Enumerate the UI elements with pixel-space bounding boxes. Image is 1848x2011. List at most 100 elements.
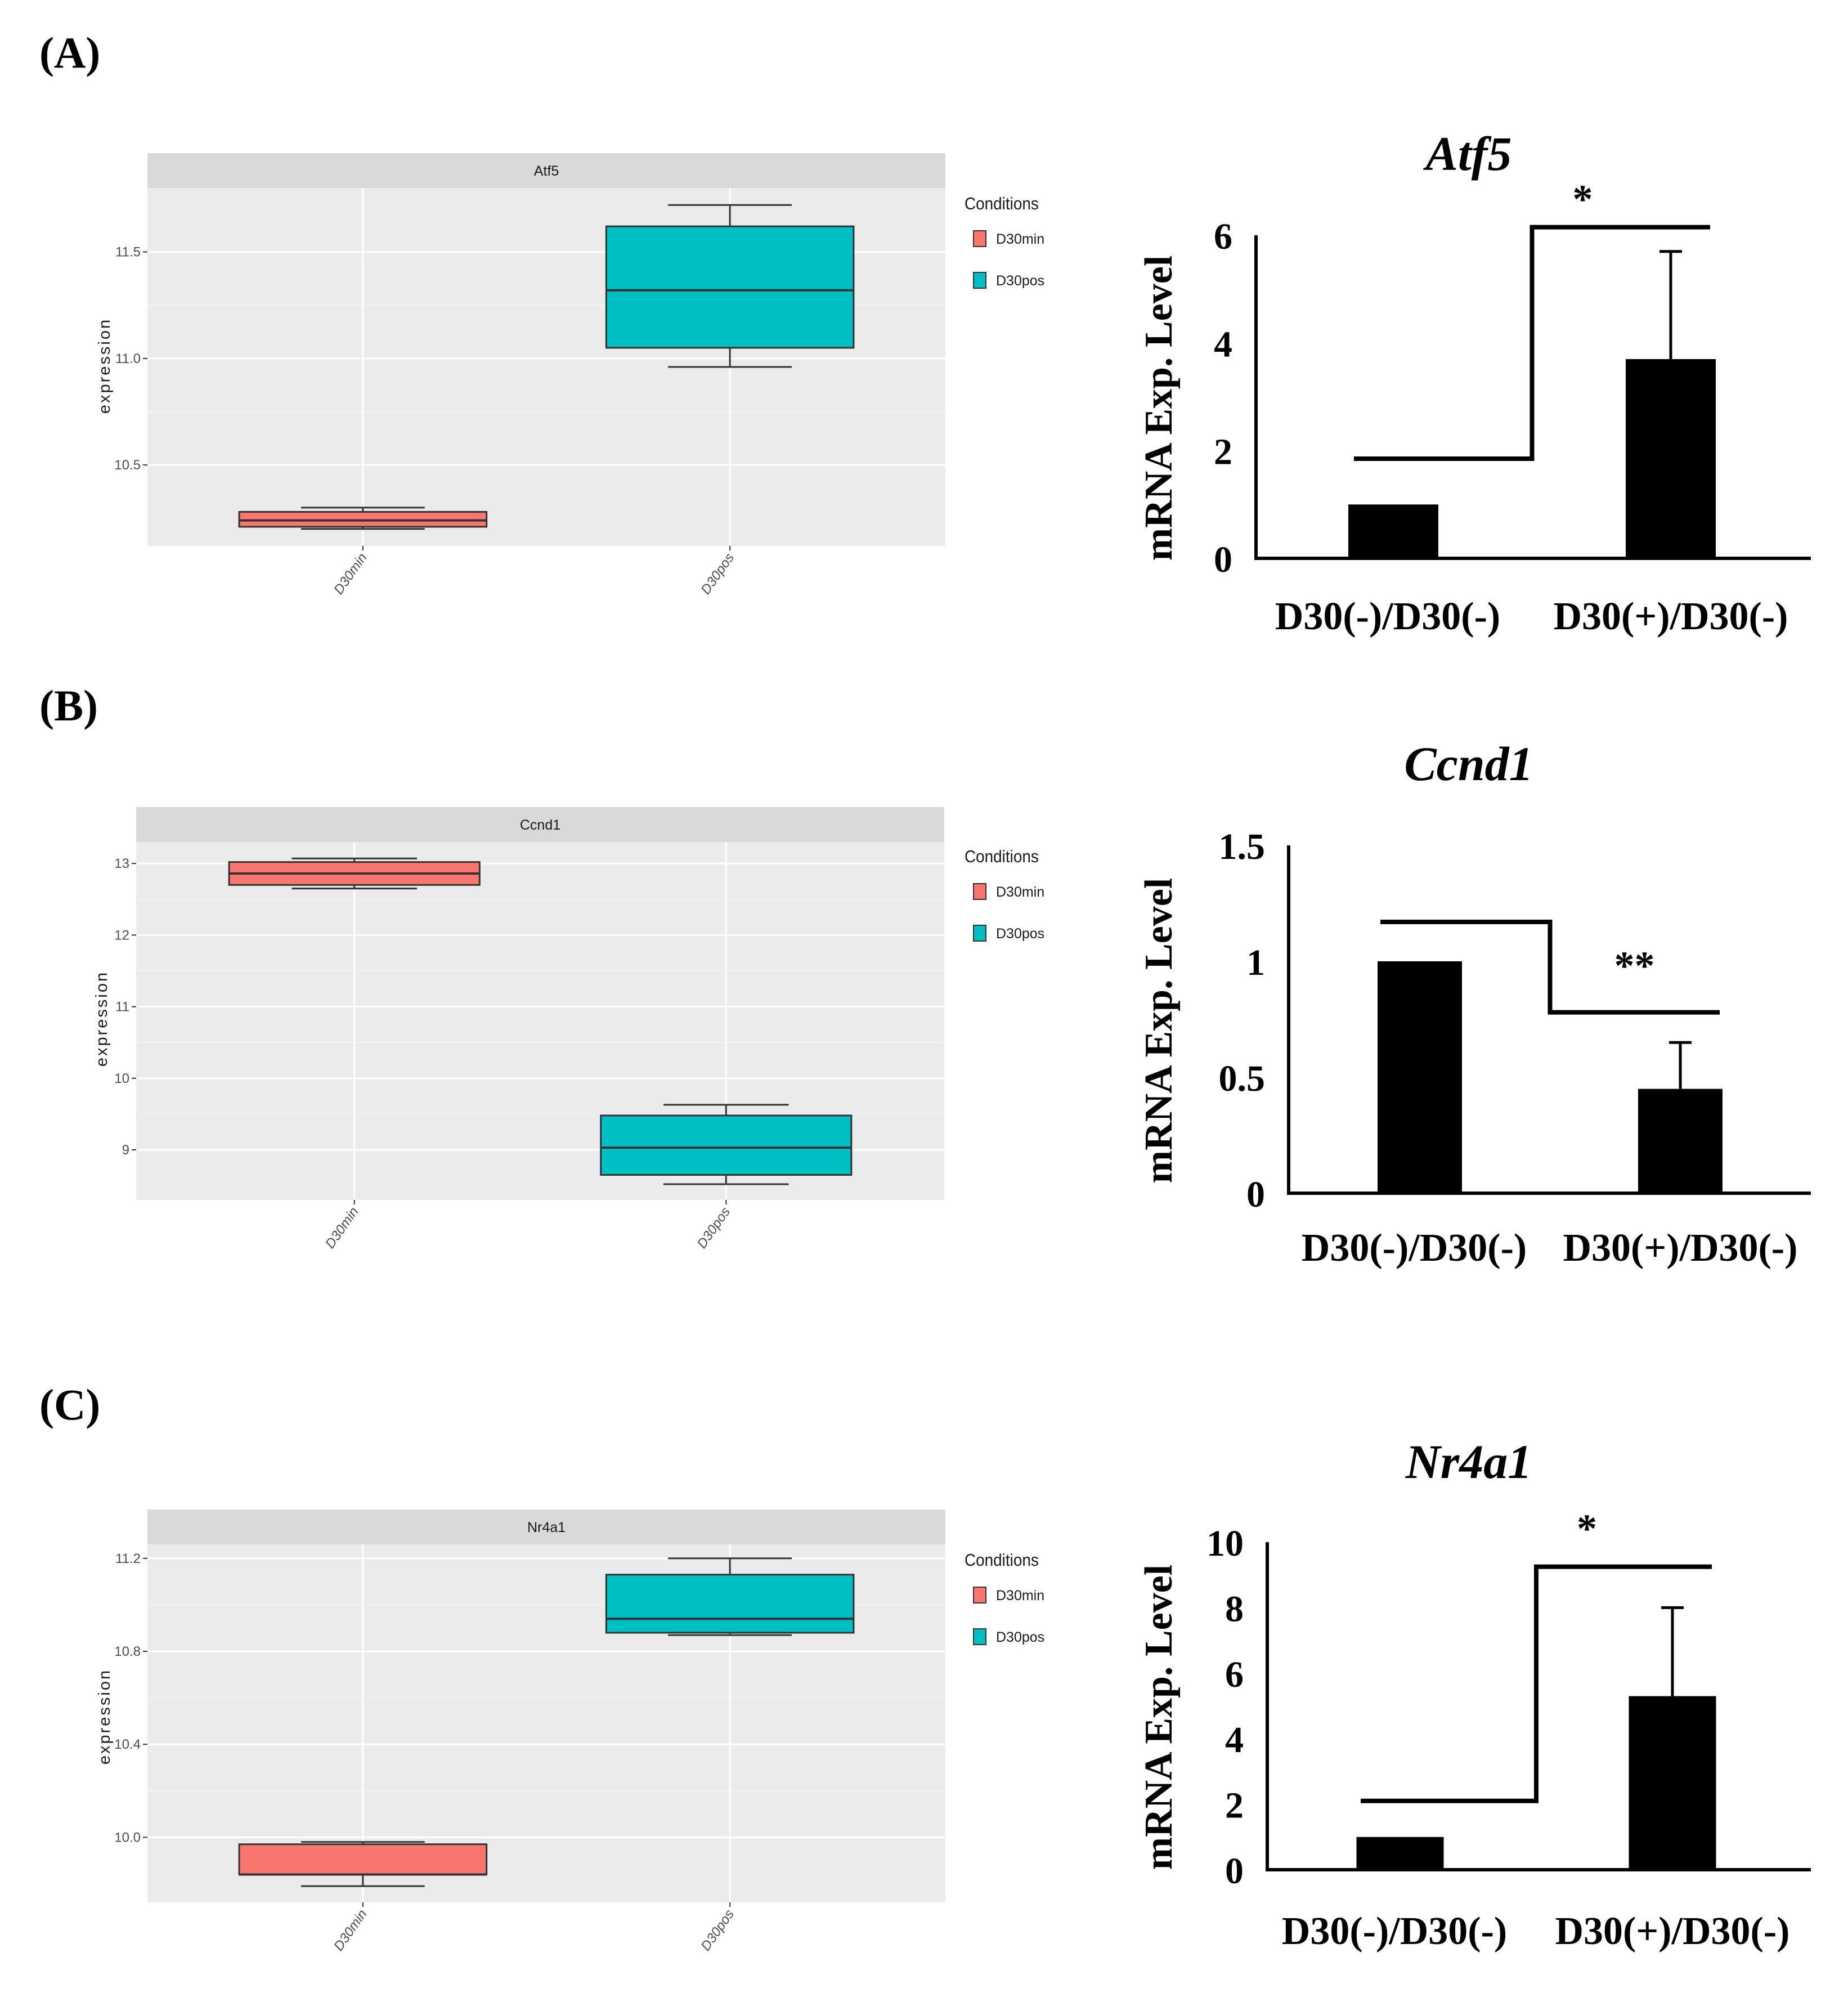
y-tick-label: 10 xyxy=(114,1071,129,1086)
bar-y-axis-label: mRNA Exp. Level xyxy=(1137,256,1181,561)
panel-2: (C) Nr4a1 10.0 10.4 10.8 11.2 expression D30min… xyxy=(39,1380,1811,1954)
legend: Conditions D30min D30pos xyxy=(965,194,1044,289)
y-tick-label: 12 xyxy=(114,928,129,943)
y-axis-label: expression xyxy=(96,1669,114,1764)
panel-letter: (C) xyxy=(39,1380,100,1429)
bar-category-label: D30(-)/D30(-) xyxy=(1282,1910,1507,1953)
bar-y-tick-label: 4 xyxy=(1225,1719,1244,1761)
bar-0 xyxy=(1348,504,1438,558)
bar-chart: Nr4a1 0 2 4 6 8 10 mRNA Exp. Level D30(-)/D30(-)… xyxy=(1137,1435,1811,1953)
facet-strip xyxy=(147,1510,945,1544)
box-iqr xyxy=(605,1574,855,1634)
x-tick-label: D30min xyxy=(322,1204,362,1251)
legend-label: D30min xyxy=(996,884,1044,900)
y-tick-label: 11 xyxy=(115,1000,129,1015)
bar-category-label: D30(-)/D30(-) xyxy=(1302,1226,1527,1270)
y-tick-label: 10.0 xyxy=(114,1830,141,1845)
bar-chart-title: Ccnd1 xyxy=(1404,737,1533,791)
legend-swatch xyxy=(973,925,986,942)
legend-title: Conditions xyxy=(965,847,1039,867)
legend-swatch xyxy=(973,1628,986,1645)
bar-y-tick-label: 4 xyxy=(1214,324,1232,365)
bar-chart: Ccnd1 0 0.5 1 1.5 mRNA Exp. Level D30(-)/D30(-… xyxy=(1137,737,1811,1270)
bar-category-label: D30(+)/D30(-) xyxy=(1554,595,1788,638)
y-axis-label: expression xyxy=(93,971,111,1067)
bar-chart: Atf5 0 2 4 6 mRNA Exp. Level D30(-)/D30(-) D30(… xyxy=(1137,127,1811,638)
bar-y-tick-label: 6 xyxy=(1225,1654,1244,1695)
facet-strip xyxy=(147,153,945,188)
box-iqr xyxy=(605,225,855,349)
legend-swatch xyxy=(973,230,986,247)
bar-y-axis-label: mRNA Exp. Level xyxy=(1137,1565,1181,1870)
legend-label: D30min xyxy=(996,1588,1044,1604)
significance-marker: * xyxy=(1577,1506,1597,1551)
bar-1 xyxy=(1629,1696,1716,1870)
bar-chart-title: Nr4a1 xyxy=(1405,1435,1532,1489)
x-tick-label: D30min xyxy=(331,550,370,597)
box-D30pos xyxy=(605,1557,855,1636)
bar-y-tick-label: 1.5 xyxy=(1219,826,1266,867)
facet-strip-title: Atf5 xyxy=(534,163,559,179)
bar-chart-title: Atf5 xyxy=(1423,127,1512,181)
panel-letter: (A) xyxy=(39,28,100,77)
bar-y-tick-label: 8 xyxy=(1225,1588,1244,1629)
legend-swatch xyxy=(973,1587,986,1604)
panel-letter: (B) xyxy=(39,681,98,730)
y-tick-label: 11.0 xyxy=(115,351,141,366)
legend: Conditions D30min D30pos xyxy=(965,1551,1044,1645)
legend-label: D30pos xyxy=(996,1629,1044,1645)
y-tick-label: 10.8 xyxy=(114,1644,141,1659)
significance-bracket xyxy=(1361,1564,1712,1803)
significance-bracket xyxy=(1380,919,1720,1015)
legend-title: Conditions xyxy=(965,1551,1039,1570)
legend-label: D30pos xyxy=(996,273,1044,289)
x-tick-label: D30min xyxy=(331,1907,370,1954)
facet-strip-title: Ccnd1 xyxy=(520,817,560,833)
legend-label: D30pos xyxy=(996,926,1044,942)
x-tick-label: D30pos xyxy=(698,550,737,597)
y-tick-label: 13 xyxy=(114,856,129,871)
x-tick-label: D30pos xyxy=(694,1204,734,1251)
box-D30min xyxy=(238,507,488,530)
legend-title: Conditions xyxy=(965,194,1039,214)
bar-0 xyxy=(1378,961,1462,1193)
y-tick-label: 10.5 xyxy=(114,458,141,473)
bar-y-tick-label: 2 xyxy=(1225,1785,1244,1826)
box-D30min xyxy=(228,857,481,890)
bar-y-tick-label: 1 xyxy=(1246,942,1265,983)
significance-bracket xyxy=(1354,225,1710,462)
facet-strip xyxy=(136,807,944,842)
bar-y-tick-label: 0 xyxy=(1214,539,1232,580)
bar-category-label: D30(+)/D30(-) xyxy=(1563,1226,1798,1270)
bar-y-axis-label: mRNA Exp. Level xyxy=(1137,878,1181,1184)
bar-1 xyxy=(1626,359,1716,558)
panel-0: (A) Atf5 10.5 11.0 11.5 expression D30min D30po… xyxy=(39,28,1811,638)
bar-y-tick-label: 2 xyxy=(1214,432,1232,473)
legend-label: D30min xyxy=(996,231,1044,247)
bar-y-tick-label: 0.5 xyxy=(1219,1058,1266,1099)
bar-y-tick-label: 0 xyxy=(1225,1851,1244,1892)
y-tick-label: 11.5 xyxy=(115,245,141,260)
significance-marker: * xyxy=(1573,177,1593,222)
legend: Conditions D30min D30pos xyxy=(965,847,1044,942)
legend-swatch xyxy=(973,272,986,289)
box-D30pos xyxy=(605,204,855,368)
bar-y-tick-label: 0 xyxy=(1246,1174,1265,1215)
y-tick-label: 9 xyxy=(122,1143,129,1158)
y-tick-label: 10.4 xyxy=(114,1737,141,1752)
facet-strip-title: Nr4a1 xyxy=(527,1520,566,1535)
box-iqr xyxy=(600,1114,853,1176)
bar-y-tick-label: 6 xyxy=(1214,216,1232,257)
bar-category-label: D30(-)/D30(-) xyxy=(1275,595,1500,638)
x-tick-label: D30pos xyxy=(698,1907,737,1954)
bar-1 xyxy=(1638,1089,1723,1193)
y-axis-label: expression xyxy=(96,318,114,414)
box-D30min xyxy=(238,1841,488,1887)
y-tick-label: 11.2 xyxy=(115,1551,141,1566)
box-iqr xyxy=(238,1843,488,1875)
box-D30pos xyxy=(600,1104,853,1185)
